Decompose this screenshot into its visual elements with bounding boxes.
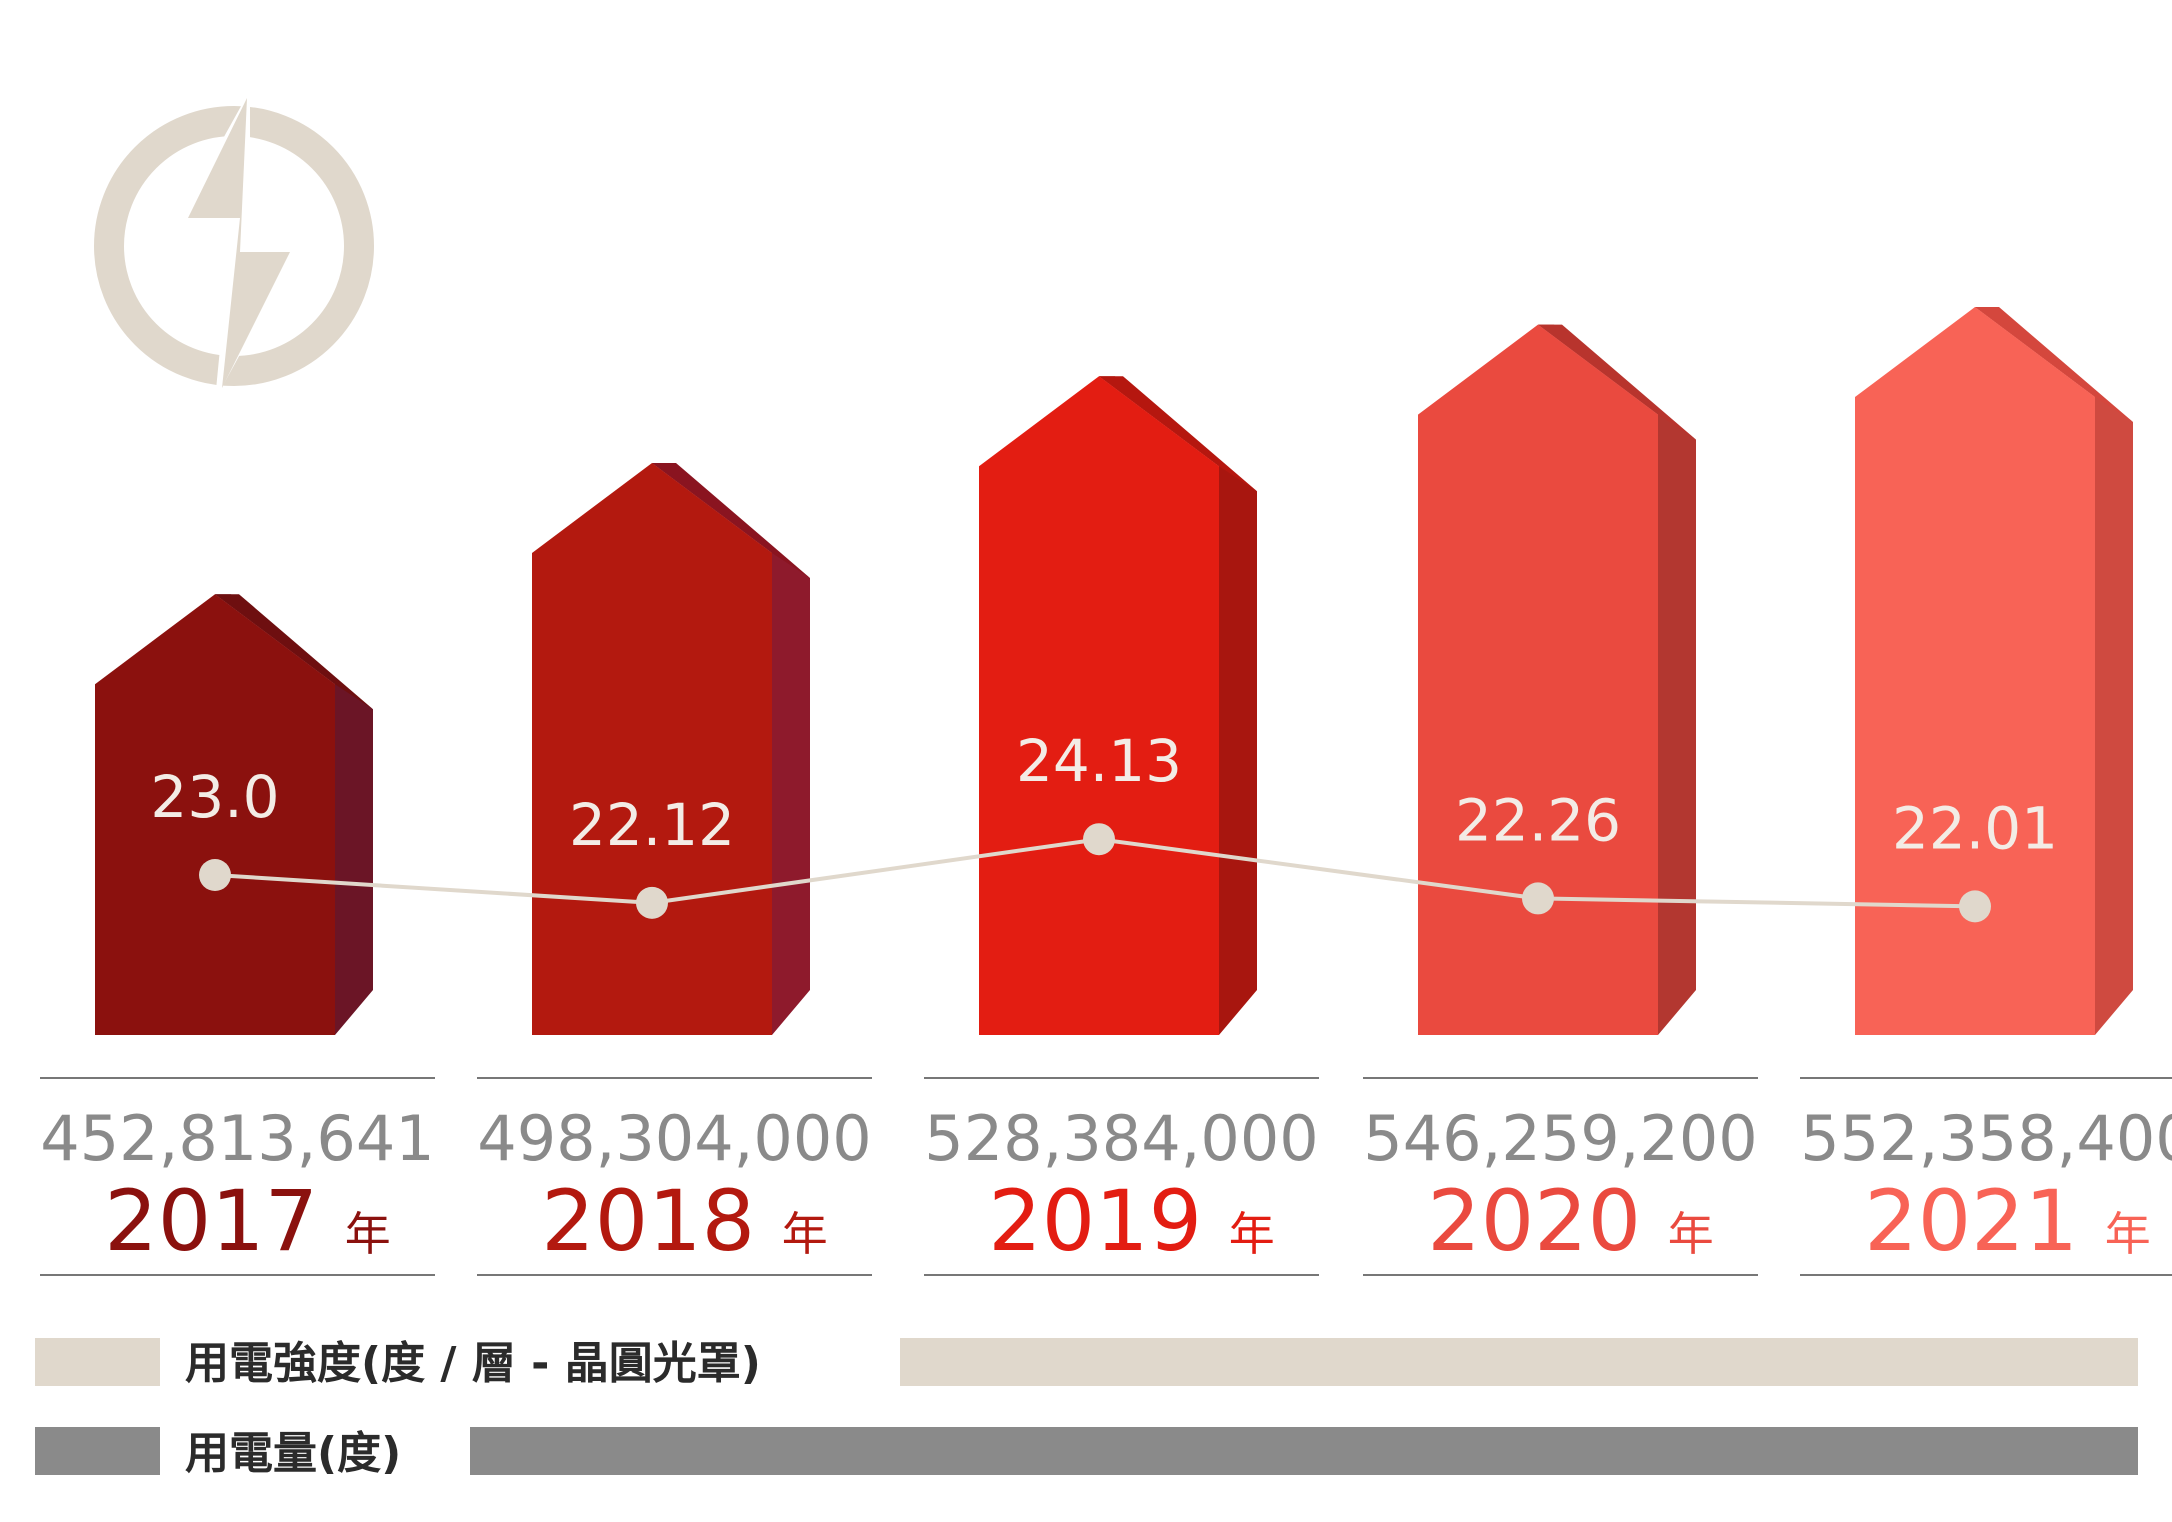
intensity-label-2019: 24.13 [1016,727,1182,795]
legend-label-intensity: 用電強度(度 / 層 - 晶圓光罩) [185,1338,761,1389]
legend-bar-intensity [900,1338,2138,1386]
bar-2021 [1855,307,2133,1035]
bar-2020 [1418,324,1696,1035]
year-label-2017: 2017 年 [104,1172,390,1270]
bar-front-2019 [979,376,1219,1035]
bar-front-2021 [1855,307,2095,1035]
intensity-point-2021 [1959,890,1991,923]
usage-label-2021: 552,358,400 [1800,1102,2172,1175]
usage-label-2017: 452,813,641 [40,1102,434,1175]
bars-group [95,307,2133,1035]
legend-item-intensity: 用電強度(度 / 層 - 晶圓光罩) [35,1338,2138,1389]
bar-roof-2018 [652,462,810,578]
bar-roof-2020 [1538,324,1696,440]
intensity-point-2017 [199,859,231,891]
bar-2019 [979,376,1257,1035]
legend-bar-usage [470,1427,2138,1475]
bar-side-2021 [1975,307,2133,1035]
year-label-2020: 2020 年 [1427,1172,1713,1270]
usage-label-2018: 498,304,000 [477,1102,871,1175]
bar-2017 [95,594,373,1035]
usage-label-2020: 546,259,200 [1363,1102,1757,1175]
legend-item-usage: 用電量(度) [35,1427,2138,1479]
legend: 用電強度(度 / 層 - 晶圓光罩) 用電量(度) [35,1338,2138,1479]
lightning-bolt-icon [94,90,374,400]
bar-side-2018 [652,462,810,1035]
bar-roof-2017 [215,594,373,710]
bar-roof-2019 [1099,376,1257,492]
intensity-label-2017: 23.0 [150,763,279,831]
legend-label-usage: 用電量(度) [185,1428,401,1479]
bar-front-2018 [532,462,772,1035]
bar-2018 [532,462,810,1035]
intensity-line-group [199,823,1991,923]
intensity-label-2020: 22.26 [1455,786,1621,854]
year-label-2021: 2021 年 [1864,1172,2150,1270]
bar-side-2017 [215,594,373,1035]
bar-side-2020 [1538,324,1696,1035]
intensity-point-2018 [636,886,668,919]
bar-front-2020 [1418,324,1658,1035]
bar-side-2019 [1099,376,1257,1035]
intensity-point-2020 [1522,882,1554,915]
intensity-label-2018: 22.12 [569,791,735,859]
intensity-label-2021: 22.01 [1892,794,2058,862]
year-label-2019: 2019 年 [988,1172,1274,1270]
bar-roof-2021 [1975,307,2133,423]
year-label-2018: 2018 年 [541,1172,827,1270]
legend-swatch-intensity [35,1338,160,1386]
intensity-point-2019 [1083,823,1115,856]
legend-swatch-usage [35,1427,160,1475]
usage-label-2019: 528,384,000 [924,1102,1318,1175]
bar-front-2017 [95,594,335,1035]
